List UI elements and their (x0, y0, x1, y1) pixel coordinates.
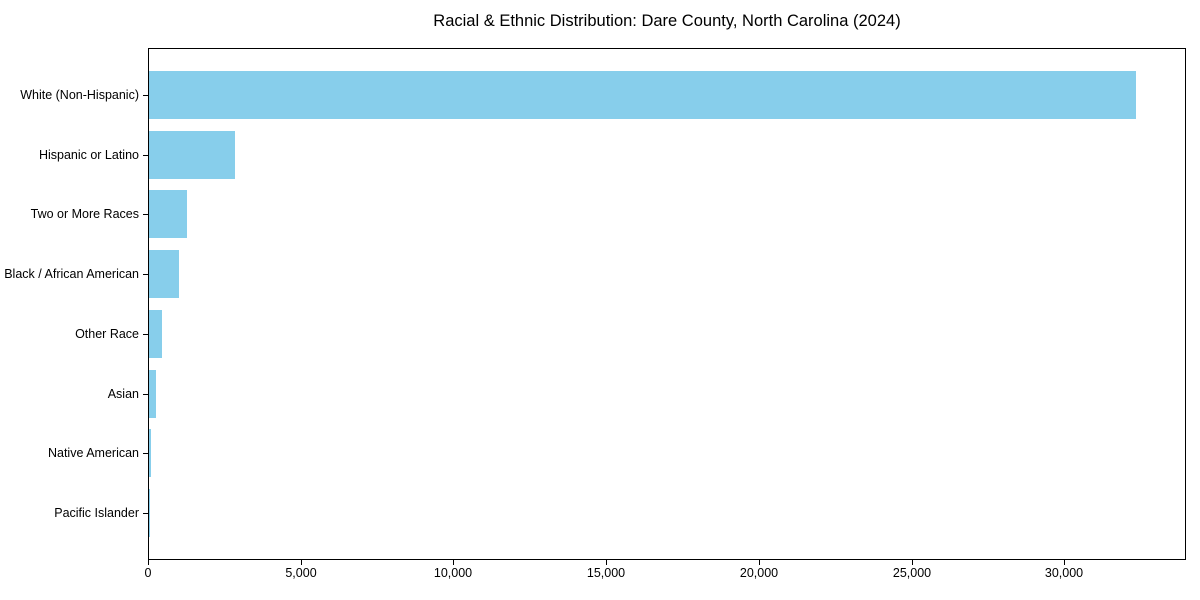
y-tick-mark (143, 214, 148, 215)
bar-black-african-american (149, 250, 179, 298)
y-tick-label: Pacific Islander (54, 506, 139, 520)
bar-pacific-islander (149, 489, 150, 537)
x-tick-mark (912, 560, 913, 565)
bar-hispanic-or-latino (149, 131, 235, 179)
x-tick-label: 30,000 (1044, 566, 1084, 580)
y-tick-mark (143, 513, 148, 514)
x-tick-mark (453, 560, 454, 565)
x-tick-mark (301, 560, 302, 565)
bar-two-or-more-races (149, 190, 187, 238)
y-tick-label: Black / African American (4, 267, 139, 281)
bar-asian (149, 370, 156, 418)
x-tick-label: 20,000 (739, 566, 779, 580)
y-tick-mark (143, 155, 148, 156)
x-tick-mark (606, 560, 607, 565)
x-tick-label: 5,000 (285, 566, 317, 580)
x-tick-label: 15,000 (586, 566, 626, 580)
bar-other-race (149, 310, 162, 358)
y-tick-label: White (Non-Hispanic) (20, 88, 139, 102)
x-tick-mark (759, 560, 760, 565)
x-tick-label: 0 (144, 566, 152, 580)
y-tick-mark (143, 95, 148, 96)
y-tick-label: Hispanic or Latino (38, 148, 139, 162)
x-tick-mark (1064, 560, 1065, 565)
y-tick-mark (143, 274, 148, 275)
bar-white-non-hispanic (149, 71, 1136, 119)
x-tick-mark (148, 560, 149, 565)
y-tick-mark (143, 334, 148, 335)
y-tick-mark (143, 453, 148, 454)
y-tick-label: Other Race (75, 327, 139, 341)
chart-title: Racial & Ethnic Distribution: Dare Count… (433, 12, 901, 30)
y-tick-label: Native American (47, 446, 139, 460)
y-tick-mark (143, 394, 148, 395)
y-tick-label: Asian (107, 387, 139, 401)
x-tick-label: 10,000 (433, 566, 473, 580)
plot-area (148, 48, 1186, 560)
bar-native-american (149, 429, 151, 477)
y-tick-label: Two or More Races (30, 207, 139, 221)
x-tick-label: 25,000 (892, 566, 932, 580)
